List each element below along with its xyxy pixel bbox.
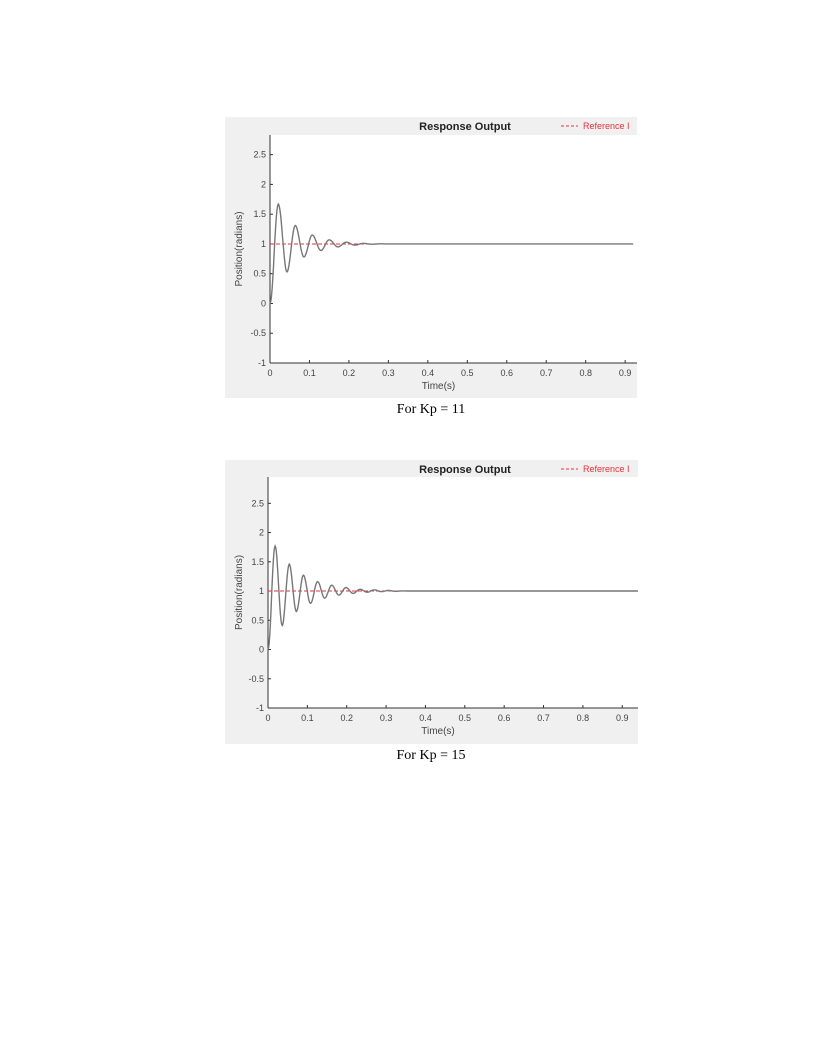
y-axis-label: Position(radians) — [234, 555, 245, 630]
x-tick-label: 0.2 — [343, 368, 356, 378]
chart-svg: 0 0.1 0.2 0.3 0.4 0.5 0.6 0.7 0.8 0.9 -1 -0.5 0 0.5 1 1… — [234, 464, 638, 737]
x-tick-label: 0.3 — [382, 368, 395, 378]
x-tick-label: 0.4 — [419, 713, 432, 723]
x-tick-label: 0.8 — [579, 368, 592, 378]
series-line-response — [269, 202, 634, 304]
x-axis-label: Time(s) — [421, 726, 455, 737]
y-tick-label: -0.5 — [250, 328, 266, 338]
x-tick-label: 0.1 — [301, 713, 314, 723]
y-tick-label: 0 — [259, 645, 264, 655]
y-tick-label: 0.5 — [253, 269, 266, 279]
y-tick-label: 2 — [259, 528, 264, 538]
x-tick-label: 0 — [265, 713, 270, 723]
chart-kp-15: 0 0.1 0.2 0.3 0.4 0.5 0.6 0.7 0.8 0.9 -1 -0.5 0 0.5 1 1… — [225, 460, 638, 744]
x-axis-label: Time(s) — [422, 381, 456, 392]
y-tick-label: -1 — [258, 358, 266, 368]
y-tick-label: 1 — [261, 239, 266, 249]
y-tick-label: 0 — [261, 298, 266, 308]
y-tick-label: 1 — [259, 586, 264, 596]
x-tick-label: 0.5 — [459, 713, 472, 723]
x-tick-label: 0.4 — [422, 368, 435, 378]
x-tick-label: 0.3 — [380, 713, 393, 723]
series-line-response — [267, 544, 638, 650]
y-tick-label: -0.5 — [248, 674, 264, 684]
y-tick-label: 1.5 — [253, 209, 266, 219]
plot-area — [268, 477, 638, 708]
x-tick-label: 0.7 — [537, 713, 550, 723]
x-tick-label: 0.8 — [577, 713, 590, 723]
y-tick-label: -1 — [256, 703, 264, 713]
x-tick-label: 0.2 — [340, 713, 353, 723]
y-axis-label: Position(radians) — [234, 211, 245, 286]
y-tick-label: 0.5 — [251, 615, 264, 625]
y-tick-label: 2.5 — [251, 498, 264, 508]
chart-title: Response Output — [419, 464, 511, 476]
x-tick-label: 0.1 — [303, 368, 316, 378]
x-tick-label: 0.9 — [616, 713, 629, 723]
legend-label-reference: Reference I — [583, 464, 630, 474]
plot-area — [270, 135, 637, 363]
legend-label-reference: Reference I — [583, 121, 630, 131]
x-tick-label: 0.9 — [619, 368, 632, 378]
x-tick-label: 0.5 — [461, 368, 474, 378]
caption-kp-11: For Kp = 11 — [396, 402, 466, 417]
x-tick-label: 0.6 — [501, 368, 514, 378]
y-tick-label: 2.5 — [253, 150, 266, 160]
x-tick-label: 0 — [267, 368, 272, 378]
x-tick-label: 0.7 — [540, 368, 553, 378]
y-tick-label: 2 — [261, 179, 266, 189]
x-tick-label: 0.6 — [498, 713, 511, 723]
chart-kp-11: 0 0.1 0.2 0.3 0.4 0.5 0.6 0.7 0.8 0.9 -1 -0.5 0 0.5 1 1… — [225, 117, 637, 398]
chart-title: Response Output — [419, 121, 511, 133]
chart-svg: 0 0.1 0.2 0.3 0.4 0.5 0.6 0.7 0.8 0.9 -1 -0.5 0 0.5 1 1… — [234, 121, 637, 392]
caption-kp-15: For Kp = 15 — [396, 748, 466, 763]
y-tick-label: 1.5 — [251, 557, 264, 567]
